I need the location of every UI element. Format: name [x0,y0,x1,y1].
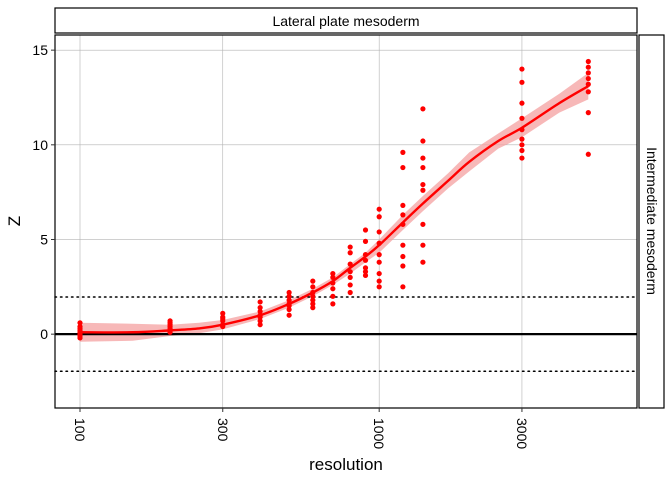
data-point [585,58,591,65]
data-point [347,274,353,280]
data-point [347,244,353,250]
data-point [376,259,382,265]
data-point [519,66,525,72]
data-point [420,138,426,144]
data-point [286,293,292,299]
data-point [347,261,353,267]
data-point [77,320,83,326]
data-point [585,75,591,82]
data-point [400,202,406,209]
data-point [376,206,382,212]
data-point [585,89,591,95]
data-point [286,297,292,303]
data-point [519,100,525,106]
smooth-line-layer [79,85,589,334]
data-point [420,221,426,227]
y-tick-label: 5 [40,231,48,247]
data-point [330,301,336,307]
data-point [347,250,353,256]
data-point [220,310,226,316]
data-point [362,272,369,279]
data-point [519,79,525,85]
y-tick-label: 0 [40,326,48,342]
data-point [257,322,263,328]
x-tick-label: 300 [215,418,231,442]
data-point [519,147,525,154]
data-point [310,284,316,290]
data-point [310,293,316,299]
data-point [400,253,406,260]
data-point [400,242,406,248]
x-tick-label: 3000 [514,418,530,449]
data-point [420,259,426,265]
data-point [400,149,406,155]
data-point [519,115,525,121]
data-point [420,181,426,188]
data-point [400,263,406,269]
panel-border [54,34,638,409]
data-point [362,265,369,271]
data-point [376,270,382,277]
data-point [286,312,292,318]
data-points [77,58,591,341]
data-point [310,305,316,311]
facet-strip-right [638,34,665,409]
axis-ticks [51,49,523,412]
data-point [400,212,406,218]
data-point [376,229,382,235]
data-point [420,155,426,161]
data-point [585,110,591,116]
data-point [286,306,292,313]
data-point [376,252,382,258]
x-tick-label: 1000 [371,418,387,449]
data-point [347,289,353,296]
data-point [330,293,336,299]
data-point [420,164,426,171]
data-point [330,270,336,277]
facet-label-right: Intermediate mesoderm [644,147,660,295]
data-point [420,106,426,112]
smooth-fit-line [79,85,589,334]
data-point [347,282,353,288]
data-point [220,318,226,324]
data-point [257,308,263,315]
data-point [257,299,263,305]
plot-panel [55,35,637,408]
reference-lines [54,296,638,373]
data-point [362,269,369,275]
data-point [585,151,591,157]
data-point [77,335,83,341]
tick-labels: 0 5 10 15 100 300 1000 3000 [32,42,530,449]
data-point [400,284,406,290]
data-point [330,286,336,292]
data-point [376,284,382,290]
data-point [310,278,316,284]
data-point [519,142,525,148]
data-point [376,278,382,284]
y-tick-label: 10 [32,137,48,153]
data-point [286,289,292,296]
data-point [585,70,591,76]
data-point [585,64,591,70]
data-point [310,301,316,307]
data-point [310,297,316,303]
data-point [519,136,525,142]
data-point [420,242,426,248]
data-point [400,164,406,171]
data-point [420,187,426,193]
data-point [257,305,263,311]
data-point [330,274,336,280]
data-point [519,155,525,161]
data-point [362,227,369,233]
data-point [257,318,263,324]
data-point [362,238,369,244]
x-axis-title: resolution [309,455,383,474]
facet-strip-top [54,7,638,34]
facet-label-top: Lateral plate mesoderm [272,13,419,29]
x-tick-label: 100 [72,418,88,442]
y-axis-title: Z [5,216,24,226]
data-point [376,214,382,220]
y-tick-label: 15 [32,42,48,58]
